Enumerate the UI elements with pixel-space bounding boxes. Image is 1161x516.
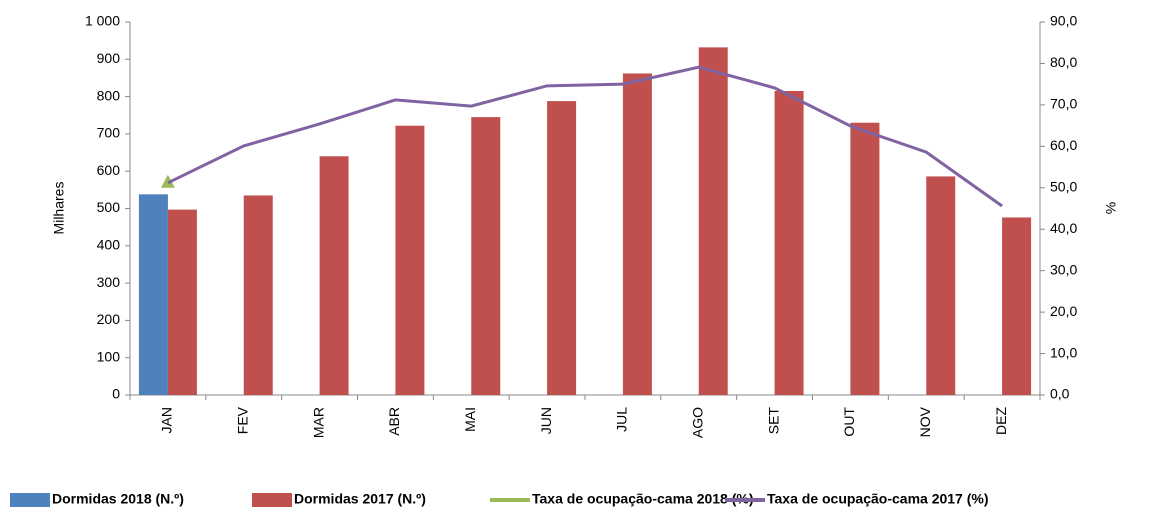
y-tick-label: 100 [97, 348, 121, 364]
y-tick-label: 400 [97, 237, 121, 253]
y-tick-label: 300 [97, 274, 121, 290]
y2-tick-label: 80,0 [1050, 54, 1077, 70]
legend-label: Taxa de ocupação-cama 2017 (%) [767, 491, 989, 507]
bar [138, 194, 168, 395]
x-tick-label: OUT [841, 407, 857, 437]
y-axis-title: Milhares [51, 182, 67, 235]
line [167, 65, 1003, 208]
y-tick-label: 0 [112, 386, 120, 402]
bar [850, 122, 880, 396]
bar [698, 47, 728, 395]
legend-label: Dormidas 2017 (N.º) [294, 491, 426, 507]
y2-axis-title: % [1103, 202, 1119, 214]
bar [926, 176, 956, 395]
x-tick-label: ABR [386, 407, 402, 436]
x-tick-label: JUN [538, 407, 554, 434]
bar [547, 101, 577, 396]
y2-tick-label: 90,0 [1050, 13, 1077, 29]
y2-tick-label: 60,0 [1050, 137, 1077, 153]
bar [243, 195, 273, 395]
y2-tick-label: 20,0 [1050, 303, 1077, 319]
x-tick-label: MAR [310, 407, 326, 438]
x-tick-label: FEV [234, 406, 250, 434]
y-tick-label: 800 [97, 87, 121, 103]
legend-label: Taxa de ocupação-cama 2018 (%) [532, 491, 754, 507]
y-tick-label: 700 [97, 125, 121, 141]
bar [622, 73, 652, 395]
x-tick-label: MAI [462, 407, 478, 432]
y-tick-label: 1 000 [85, 13, 120, 29]
bar [319, 156, 349, 395]
legend-swatch [10, 493, 50, 507]
y-tick-label: 900 [97, 50, 121, 66]
legend-swatch [252, 493, 292, 507]
bar [1002, 217, 1032, 395]
x-tick-label: JAN [159, 407, 175, 433]
x-tick-label: DEZ [993, 407, 1009, 435]
y-tick-label: 500 [97, 199, 121, 215]
y2-tick-label: 40,0 [1050, 220, 1077, 236]
x-tick-label: AGO [689, 407, 705, 438]
bar [395, 125, 425, 395]
x-tick-label: SET [765, 407, 781, 435]
y2-tick-label: 0,0 [1050, 386, 1070, 402]
bar [167, 209, 197, 395]
x-tick-label: NOV [917, 406, 933, 437]
legend-label: Dormidas 2018 (N.º) [52, 491, 184, 507]
y2-tick-label: 50,0 [1050, 178, 1077, 194]
y2-tick-label: 30,0 [1050, 261, 1077, 277]
x-tick-label: JUL [614, 407, 630, 432]
y-tick-label: 200 [97, 311, 121, 327]
bar [471, 117, 501, 396]
y2-tick-label: 70,0 [1050, 96, 1077, 112]
bar [774, 91, 804, 395]
y2-tick-label: 10,0 [1050, 344, 1077, 360]
y-tick-label: 600 [97, 162, 121, 178]
